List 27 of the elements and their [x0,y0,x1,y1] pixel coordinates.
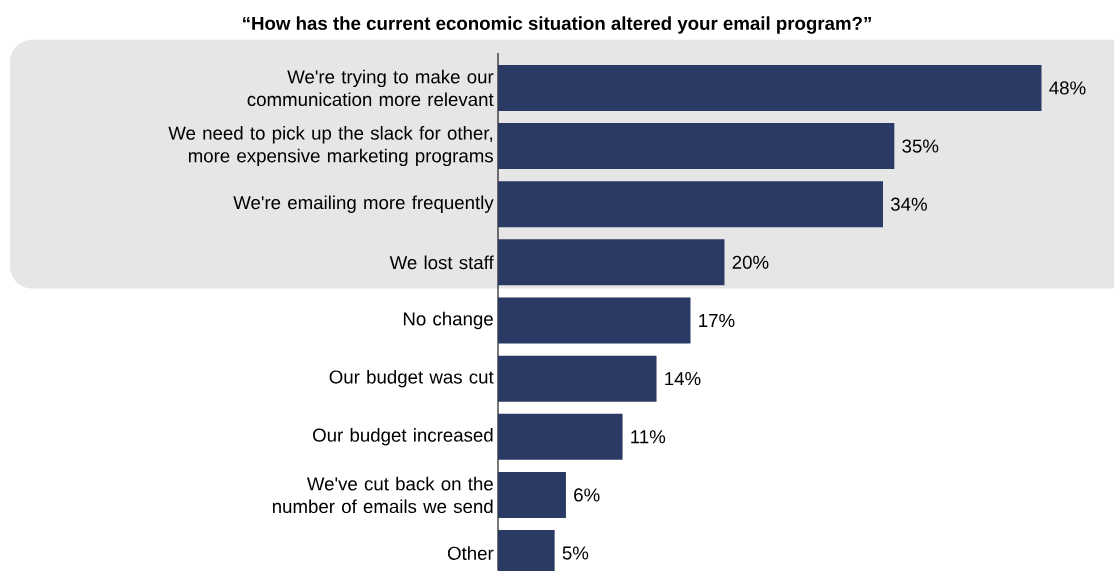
data-label: 34% [890,197,927,211]
bar [498,181,883,228]
chart-title: “How has the current economic situation altered your email program?” [243,16,871,34]
y-tick-label: We lost staff [389,255,494,270]
bar [498,471,566,518]
data-label: 20% [732,255,769,269]
bar [498,355,657,402]
data-label: 35% [902,139,939,153]
data-label: 14% [665,372,701,386]
y-tick-label: Our budget increased [313,428,493,446]
data-label: 6% [574,488,600,502]
bar [498,239,725,286]
data-label: 48% [1049,81,1086,95]
bar [498,297,691,344]
data-label: 5% [562,546,589,560]
bar [498,123,895,170]
y-tick-label: We're trying to make our communication more relevant [247,69,494,107]
bar [498,64,1042,111]
y-tick-label: We're emailing more frequently [233,195,494,213]
y-tick-label: Other [447,546,494,560]
data-label: 11% [631,430,666,444]
y-tick-label: Our budget was cut [329,369,494,388]
y-tick-label: No change [403,311,493,330]
y-tick-label: We need to pick up the slack for other, more expensive marketing programs [168,126,493,167]
data-label: 17% [699,313,735,328]
bar [498,413,623,460]
y-tick-label: We've cut back on the number of emails we send [272,476,493,514]
